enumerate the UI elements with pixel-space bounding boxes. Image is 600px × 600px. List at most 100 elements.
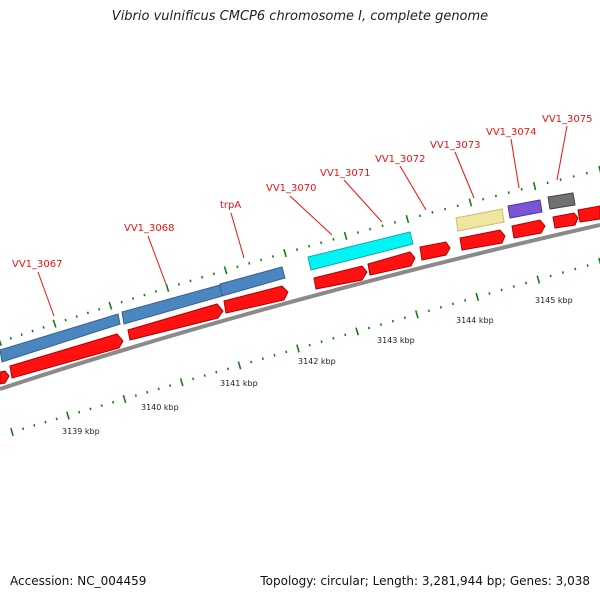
leader-vv1-3071 xyxy=(343,179,383,223)
cds-arrow-5 xyxy=(313,265,368,290)
outer-tick-3 xyxy=(31,329,34,333)
scale-tick-35 xyxy=(415,310,419,319)
gene-label-vv1-3072: VV1_3072 xyxy=(375,154,426,165)
outer-tick-20 xyxy=(223,266,228,275)
scale-tick-6 xyxy=(78,410,81,414)
gene-label-trpa: trpA xyxy=(220,200,241,211)
outer-tick-23 xyxy=(259,258,263,262)
scale-tick-4 xyxy=(55,417,58,421)
outer-tick-42 xyxy=(494,194,498,198)
outer-tick-9 xyxy=(98,307,101,311)
map-title: Vibrio vulnificus CMCP6 chromosome I, co… xyxy=(111,9,489,24)
scale-tick-1 xyxy=(22,427,25,431)
outer-tick-15 xyxy=(165,283,170,292)
leader-vv1-3075 xyxy=(556,125,568,181)
cds-arrow-3 xyxy=(127,303,224,341)
gene-block-vv1-3073 xyxy=(455,208,505,232)
scale-tick-18 xyxy=(215,370,218,374)
cds-arrow-10 xyxy=(552,212,579,229)
outer-tick-39 xyxy=(456,204,459,208)
scale-tick-14 xyxy=(169,384,172,387)
scale-tick-22 xyxy=(261,357,264,361)
scale-tick-17 xyxy=(203,374,206,377)
scale-label-3143: 3143 kbp xyxy=(377,336,415,345)
scale-tick-39 xyxy=(464,299,467,302)
gene-label-vv1-3075: VV1_3075 xyxy=(542,114,593,125)
scale-tick-3 xyxy=(44,420,47,424)
scale-tick-50 xyxy=(598,257,600,265)
scale-tick-49 xyxy=(586,264,589,267)
scale-label-3145: 3145 kbp xyxy=(535,296,573,305)
scale-tick-29 xyxy=(344,333,347,337)
outer-tick-44 xyxy=(520,188,523,191)
label-leaders xyxy=(37,125,568,317)
outer-tick-49 xyxy=(585,171,588,175)
scale-tick-33 xyxy=(391,319,394,323)
gene-label-vv1-3067: VV1_3067 xyxy=(12,259,63,270)
outer-tick-31 xyxy=(356,231,359,234)
scale-tick-23 xyxy=(273,353,276,357)
outer-tick-24 xyxy=(271,255,275,258)
scale-label-3141: 3141 kbp xyxy=(220,379,258,388)
cds-arrow-8 xyxy=(459,229,506,251)
outer-tick-45 xyxy=(532,182,537,191)
leader-vv1-3072 xyxy=(399,165,427,211)
scale-tick-46 xyxy=(549,274,552,278)
outer-tick-13 xyxy=(143,293,146,297)
scale-tick-12 xyxy=(146,390,149,394)
outer-tick-19 xyxy=(212,272,215,276)
scale-tick-25 xyxy=(296,344,300,353)
outer-tick-36 xyxy=(418,214,421,218)
cds-arrow-2 xyxy=(9,333,124,379)
scale-tick-19 xyxy=(226,367,230,371)
genome-stats-text: Topology: circular; Length: 3,281,944 bp… xyxy=(260,574,590,588)
gene-block-vv1-3075 xyxy=(547,192,576,210)
outer-tick-35 xyxy=(405,215,410,224)
leader-vv1-3067 xyxy=(37,271,55,317)
gene-label-vv1-3071: VV1_3071 xyxy=(320,168,371,179)
outer-tick-38 xyxy=(443,207,447,211)
outer-tick-37 xyxy=(431,211,434,214)
scale-tick-24 xyxy=(285,350,288,354)
scale-tick-38 xyxy=(451,302,455,306)
outer-tick-track xyxy=(0,165,600,347)
cds-arrow-4 xyxy=(223,285,289,314)
scale-tick-30 xyxy=(355,327,359,336)
outer-tick-41 xyxy=(482,197,485,201)
outer-tick-14 xyxy=(154,290,158,293)
leader-vv1-3068 xyxy=(147,235,167,285)
scale-tick-21 xyxy=(250,360,253,364)
leader-trpa xyxy=(230,212,245,259)
scale-labels: 3139 kbp 3140 kbp 3141 kbp 3142 kbp 3143… xyxy=(62,296,573,436)
scale-tick-40 xyxy=(475,292,480,302)
outer-tick-27 xyxy=(307,244,311,248)
scale-tick-track xyxy=(10,257,600,437)
outer-tick-8 xyxy=(86,311,90,315)
scale-label-3140: 3140 kbp xyxy=(141,403,179,412)
scale-tick-20 xyxy=(237,361,242,370)
scale-tick-8 xyxy=(100,404,103,407)
outer-tick-26 xyxy=(295,248,299,251)
outer-tick-11 xyxy=(120,300,123,304)
outer-tick-25 xyxy=(283,248,287,258)
scale-tick-13 xyxy=(157,387,160,391)
scale-tick-16 xyxy=(192,377,195,381)
scale-tick-2 xyxy=(33,424,36,427)
scale-tick-44 xyxy=(524,281,528,285)
outer-tick-0 xyxy=(0,339,3,347)
cds-arrow-7 xyxy=(419,241,451,261)
scale-tick-9 xyxy=(112,400,115,404)
cds-arrow-9 xyxy=(511,219,546,239)
gene-label-vv1-3074: VV1_3074 xyxy=(486,127,537,138)
scale-tick-27 xyxy=(320,340,323,344)
outer-tick-29 xyxy=(332,237,335,241)
outer-tick-16 xyxy=(177,282,181,286)
outer-tick-46 xyxy=(546,181,549,185)
scale-label-3139: 3139 kbp xyxy=(62,427,100,436)
scale-tick-32 xyxy=(379,323,383,326)
cds-arrow-11 xyxy=(577,205,600,223)
outer-tick-50 xyxy=(598,165,600,174)
gene-block-trpa xyxy=(219,266,286,297)
scale-tick-36 xyxy=(427,309,431,313)
